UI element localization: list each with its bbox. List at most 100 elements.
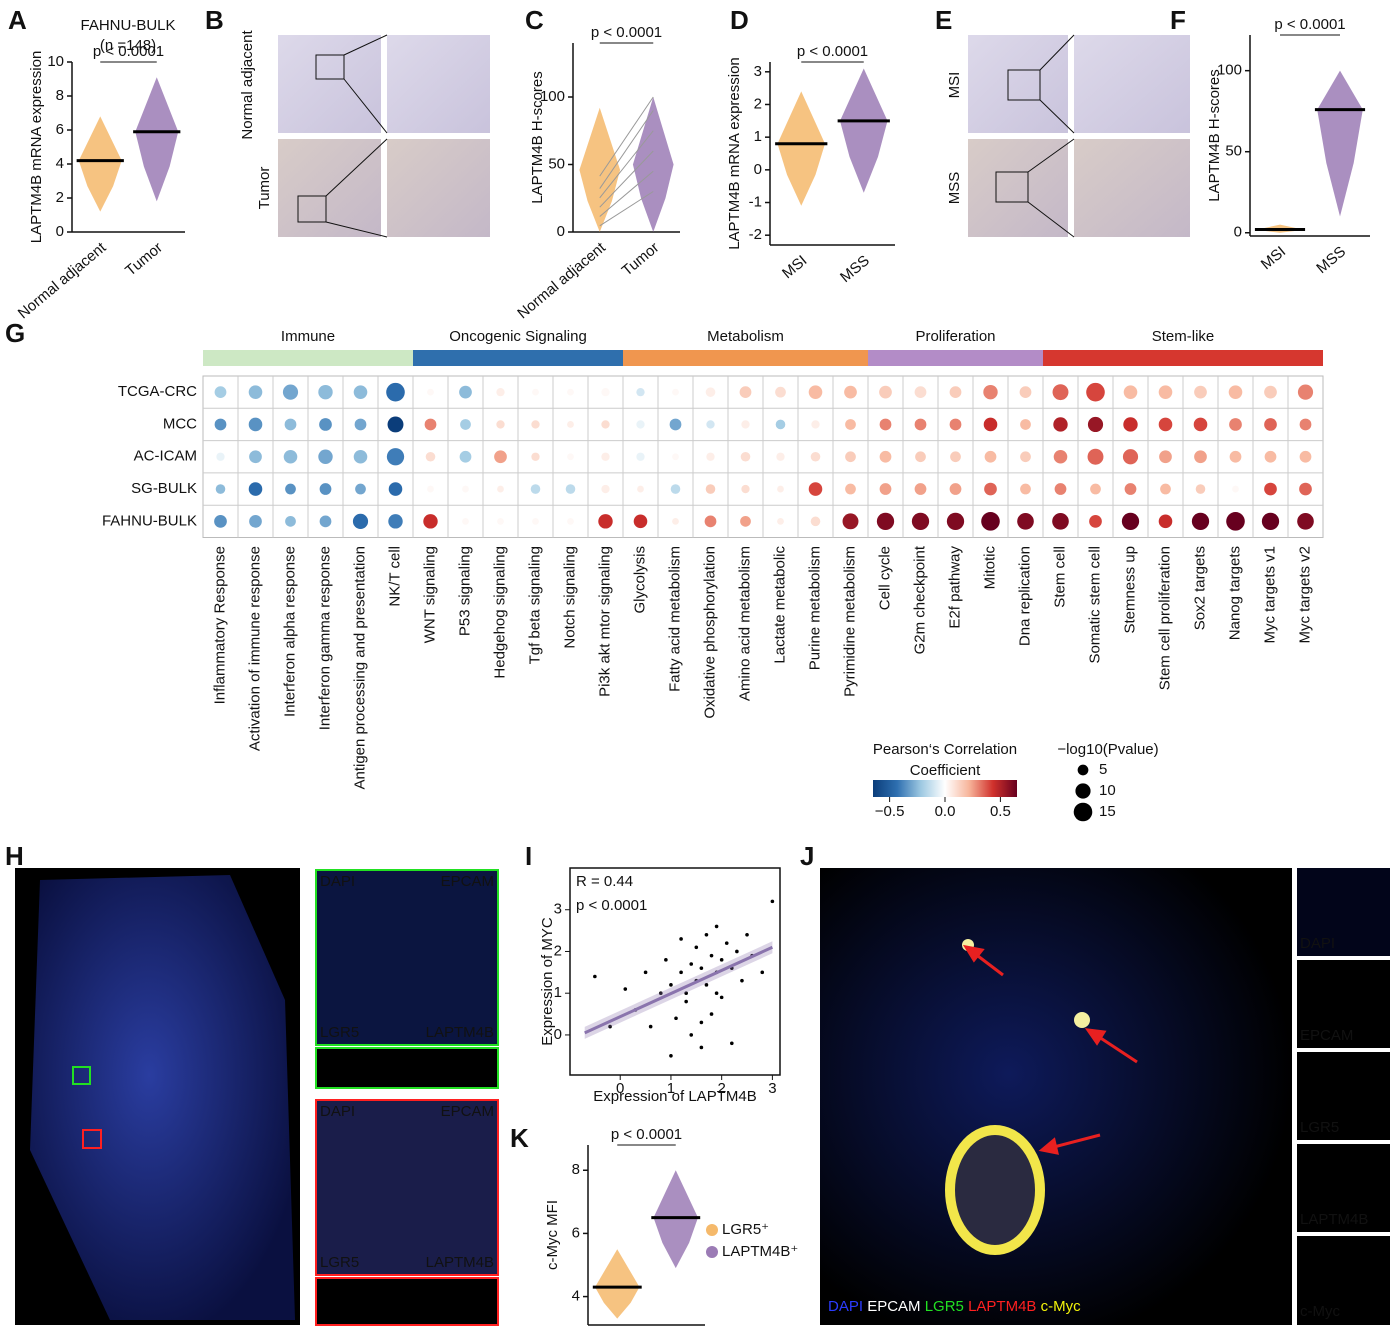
dot [353, 449, 368, 464]
dot [216, 452, 225, 461]
p-value: p < 0.0001 [591, 24, 662, 41]
dot [876, 512, 895, 531]
dot [427, 485, 434, 493]
dot [1020, 419, 1031, 430]
dot [1159, 450, 1172, 464]
dot [319, 418, 332, 431]
column-label: Interferon gamma response [316, 546, 333, 730]
dot [1158, 385, 1173, 399]
dot [1123, 385, 1138, 399]
dot [739, 386, 752, 399]
dot [1053, 449, 1068, 464]
dot [532, 517, 539, 525]
panel-label: A [8, 5, 27, 35]
pair-line [599, 191, 654, 227]
size-legend-label: 5 [1099, 761, 1107, 778]
channel-label: LAPTM4B [1300, 1211, 1368, 1228]
dot [1226, 512, 1245, 531]
column-label: Glycolysis [631, 546, 648, 614]
y-tick-label: -1 [749, 193, 762, 210]
group-label: Oncogenic Signaling [449, 328, 587, 345]
dot [496, 387, 505, 397]
x-tick-label: MSS [837, 252, 873, 286]
group-band [413, 350, 623, 366]
swarm-cloud [579, 107, 621, 232]
dot [1194, 385, 1207, 399]
dot [633, 514, 648, 529]
dot [672, 517, 679, 525]
image-label: Normal adjacent [239, 30, 256, 140]
x-tick-label: Normal adjacent [514, 239, 609, 323]
legend-label: LAPTM4B⁺ [722, 1243, 798, 1260]
dot [1122, 449, 1139, 465]
dot [1229, 418, 1242, 431]
dot [354, 418, 367, 431]
dot [810, 516, 821, 527]
dot [1124, 483, 1137, 495]
group-band [623, 350, 868, 366]
channel-label: DAPI [320, 1103, 355, 1120]
dot [811, 420, 820, 429]
dot [387, 416, 404, 433]
dot [911, 512, 930, 531]
point [669, 1054, 673, 1058]
x-tick-label: 0 [616, 1080, 624, 1097]
if-images-j [820, 868, 1390, 1325]
column-label: Interferon alpha response [281, 546, 298, 717]
dot [423, 514, 438, 529]
dot [1054, 483, 1067, 495]
dot [810, 451, 821, 462]
dot [914, 386, 927, 399]
dot [669, 418, 682, 431]
dot [214, 386, 227, 399]
size-legend-title: −log10(Pvalue) [1057, 741, 1158, 758]
point [760, 970, 765, 975]
dot [424, 418, 437, 431]
channel-caption-item: DAPI [828, 1298, 863, 1315]
dot [1087, 448, 1104, 465]
dot [1299, 450, 1312, 463]
channel-label: LAPTM4B [426, 1024, 494, 1041]
dot [1264, 450, 1277, 463]
dot [879, 385, 892, 399]
column-label: Inflammatory Response [211, 546, 228, 704]
dot [248, 417, 263, 432]
dot [1191, 512, 1210, 531]
legend-label: LGR5⁺ [722, 1221, 769, 1238]
dot [598, 514, 613, 529]
panel-label: B [205, 5, 224, 35]
colorbar-tick-label: 0.5 [990, 803, 1011, 820]
dot [636, 452, 645, 461]
dot [567, 453, 574, 461]
group-band [1043, 350, 1323, 366]
dot [1019, 386, 1032, 399]
point [730, 1041, 734, 1046]
y-tick-label: 50 [548, 155, 565, 172]
dot [775, 419, 786, 430]
dot [282, 384, 299, 400]
dot [879, 450, 892, 463]
image-label: Tumor [256, 167, 273, 210]
point [664, 958, 668, 962]
panel-label: H [5, 841, 24, 871]
dot [214, 418, 227, 431]
dot [601, 420, 610, 429]
swarm-cloud [78, 116, 122, 212]
dot [775, 386, 786, 398]
dot [1299, 418, 1312, 431]
dot [672, 453, 679, 461]
channel-label: DAPI [1300, 935, 1335, 952]
dot [1017, 513, 1034, 530]
y-tick-label: 0 [56, 223, 64, 240]
column-label: Stemness up [1121, 546, 1138, 634]
y-tick-label: -2 [749, 226, 762, 243]
column-label: Stem cell [1051, 546, 1068, 608]
column-label: Notch signaling [561, 546, 578, 649]
dot [1158, 514, 1173, 529]
dot [601, 387, 610, 397]
dot [388, 514, 403, 529]
dot [355, 483, 366, 495]
dot [249, 515, 262, 528]
column-label: Sox2 targets [1191, 546, 1208, 630]
panel-label: D [730, 5, 749, 35]
